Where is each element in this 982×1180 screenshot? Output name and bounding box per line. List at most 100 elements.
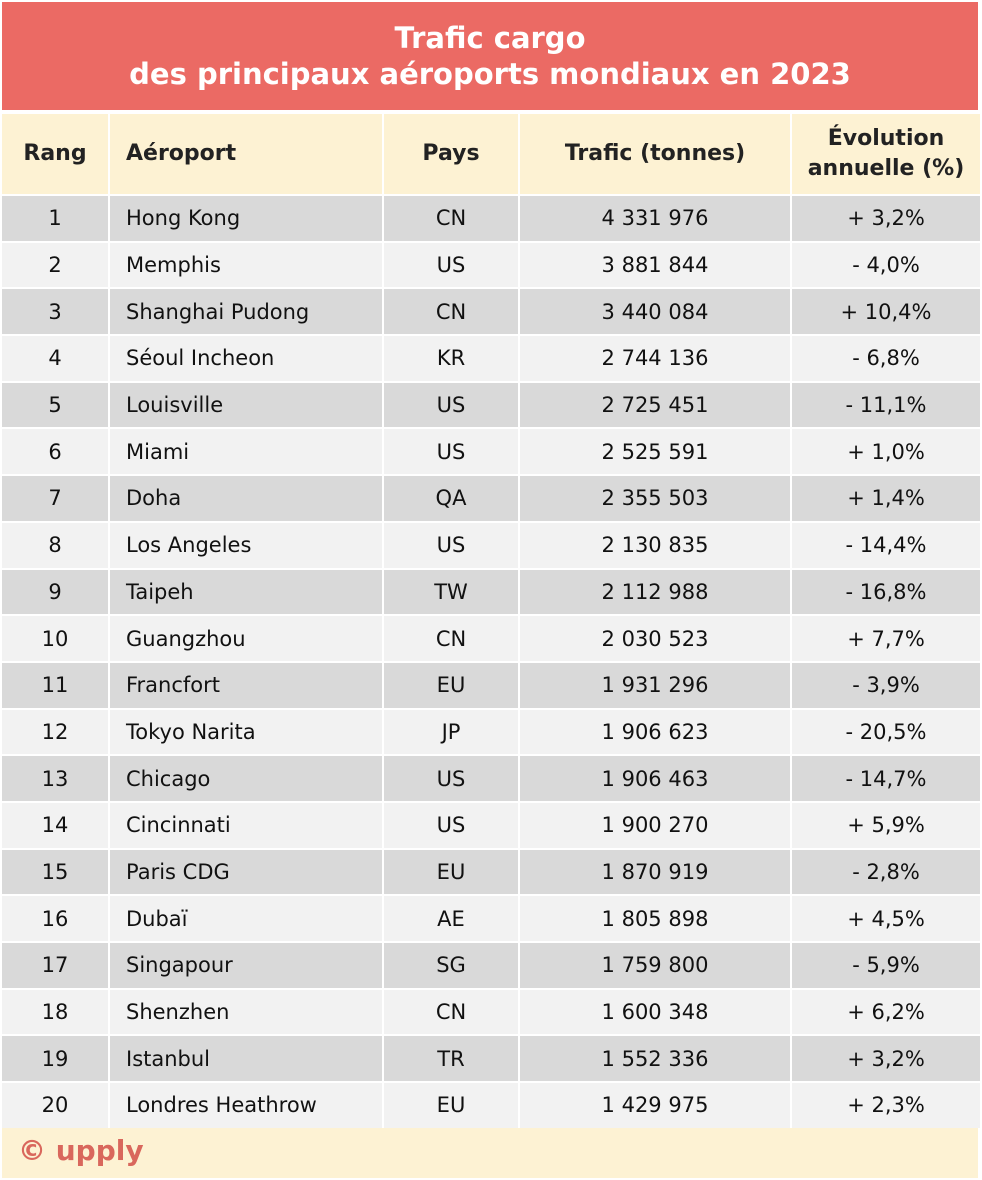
- cell-change: + 3,2%: [792, 196, 980, 241]
- cell-rank: 6: [2, 429, 108, 475]
- cell-change: + 1,4%: [792, 476, 980, 521]
- cell-traffic: 2 744 136: [520, 336, 790, 381]
- cell-country: CN: [384, 196, 518, 241]
- cell-traffic: 2 725 451: [520, 382, 790, 428]
- cell-country: SG: [384, 943, 518, 988]
- cell-rank: 17: [2, 943, 108, 988]
- cell-rank: 9: [2, 569, 108, 615]
- cell-rank: 19: [2, 1036, 108, 1082]
- table-row: 13 Chicago US 1 906 463- 14,7%: [2, 756, 980, 801]
- cell-country: CN: [384, 616, 518, 661]
- footer: © upply: [2, 1128, 978, 1178]
- cell-rank: 14: [2, 802, 108, 848]
- cell-country: AE: [384, 896, 518, 941]
- cell-country: US: [384, 802, 518, 848]
- cell-traffic: 1 900 270: [520, 802, 790, 848]
- table-row: 9 Taipeh TW 2 112 988- 16,8%: [2, 569, 980, 615]
- cell-change: - 14,4%: [792, 522, 980, 568]
- cell-change: + 1,0%: [792, 429, 980, 475]
- cell-rank: 11: [2, 662, 108, 708]
- cell-airport: Memphis: [110, 242, 382, 288]
- cell-airport: Shenzhen: [110, 989, 382, 1035]
- cell-change: + 5,9%: [792, 802, 980, 848]
- cell-airport: Hong Kong: [110, 196, 382, 241]
- cell-country: CN: [384, 989, 518, 1035]
- table-row: 10 Guangzhou CN 2 030 523 + 7,7%: [2, 616, 980, 661]
- cell-change: - 5,9%: [792, 943, 980, 988]
- table-row: 18 Shenzhen CN 1 600 348 + 6,2%: [2, 989, 980, 1035]
- cell-rank: 2: [2, 242, 108, 288]
- cell-country: JP: [384, 709, 518, 755]
- title-line-2: des principaux aéroports mondiaux en 202…: [129, 57, 851, 91]
- cargo-table: Rang Aéroport Pays Trafic (tonnes) Évolution…: [0, 112, 982, 1130]
- cell-rank: 12: [2, 709, 108, 755]
- table-row: 11 Francfort EU 1 931 296- 3,9%: [2, 662, 980, 708]
- cell-rank: 13: [2, 756, 108, 801]
- table-row: 19 Istanbul TR 1 552 336 + 3,2%: [2, 1036, 980, 1082]
- cell-change: - 20,5%: [792, 709, 980, 755]
- table-row: 14 Cincinnati US 1 900 270 + 5,9%: [2, 802, 980, 848]
- cell-country: US: [384, 429, 518, 475]
- cell-country: US: [384, 242, 518, 288]
- cell-airport: Guangzhou: [110, 616, 382, 661]
- cell-airport: Miami: [110, 429, 382, 475]
- cell-airport: Tokyo Narita: [110, 709, 382, 755]
- cell-traffic: 1 600 348: [520, 989, 790, 1035]
- cell-change: + 3,2%: [792, 1036, 980, 1082]
- table-row: 16 Dubaï AE 1 805 898 + 4,5%: [2, 896, 980, 941]
- cell-change: + 7,7%: [792, 616, 980, 661]
- table-row: 5 Louisville US 2 725 451- 11,1%: [2, 382, 980, 428]
- cell-rank: 7: [2, 476, 108, 521]
- table-row: 1 Hong Kong CN 4 331 976 + 3,2%: [2, 196, 980, 241]
- cell-traffic: 2 112 988: [520, 569, 790, 615]
- cell-change: - 14,7%: [792, 756, 980, 801]
- cell-airport: Istanbul: [110, 1036, 382, 1082]
- cell-country: US: [384, 756, 518, 801]
- cell-traffic: 1 805 898: [520, 896, 790, 941]
- cell-change: - 11,1%: [792, 382, 980, 428]
- column-header-country: Pays: [384, 114, 518, 194]
- cell-country: TR: [384, 1036, 518, 1082]
- table-row: 15 Paris CDG EU 1 870 919- 2,8%: [2, 849, 980, 895]
- cell-airport: Chicago: [110, 756, 382, 801]
- cell-airport: Shanghai Pudong: [110, 289, 382, 335]
- cell-airport: Paris CDG: [110, 849, 382, 895]
- table-row: 7 Doha QA 2 355 503 + 1,4%: [2, 476, 980, 521]
- cell-traffic: 3 881 844: [520, 242, 790, 288]
- cell-change: - 4,0%: [792, 242, 980, 288]
- cell-traffic: 2 525 591: [520, 429, 790, 475]
- cell-traffic: 1 906 623: [520, 709, 790, 755]
- cell-rank: 1: [2, 196, 108, 241]
- cell-traffic: 1 906 463: [520, 756, 790, 801]
- cell-airport: Louisville: [110, 382, 382, 428]
- cell-airport: Los Angeles: [110, 522, 382, 568]
- cell-rank: 20: [2, 1083, 108, 1128]
- column-header-rank: Rang: [2, 114, 108, 194]
- table-row: 17 Singapour SG 1 759 800- 5,9%: [2, 943, 980, 988]
- cell-country: EU: [384, 849, 518, 895]
- cell-traffic: 1 931 296: [520, 662, 790, 708]
- cell-rank: 4: [2, 336, 108, 381]
- cell-traffic: 2 355 503: [520, 476, 790, 521]
- cell-traffic: 2 130 835: [520, 522, 790, 568]
- cell-rank: 15: [2, 849, 108, 895]
- column-header-traffic: Trafic (tonnes): [520, 114, 790, 194]
- cell-country: EU: [384, 662, 518, 708]
- cell-airport: Singapour: [110, 943, 382, 988]
- cell-change: - 16,8%: [792, 569, 980, 615]
- column-header-airport: Aéroport: [110, 114, 382, 194]
- cell-traffic: 3 440 084: [520, 289, 790, 335]
- cell-airport: Dubaï: [110, 896, 382, 941]
- cell-country: US: [384, 382, 518, 428]
- cell-rank: 16: [2, 896, 108, 941]
- upply-logo: © upply: [18, 1134, 144, 1167]
- header-row: Rang Aéroport Pays Trafic (tonnes) Évolution…: [2, 114, 980, 194]
- cell-rank: 8: [2, 522, 108, 568]
- cell-airport: Cincinnati: [110, 802, 382, 848]
- cell-airport: Londres Heathrow: [110, 1083, 382, 1128]
- cell-change: + 6,2%: [792, 989, 980, 1035]
- table-row: 2 Memphis US 3 881 844- 4,0%: [2, 242, 980, 288]
- cell-traffic: 2 030 523: [520, 616, 790, 661]
- title-line-1: Trafic cargo: [394, 21, 586, 55]
